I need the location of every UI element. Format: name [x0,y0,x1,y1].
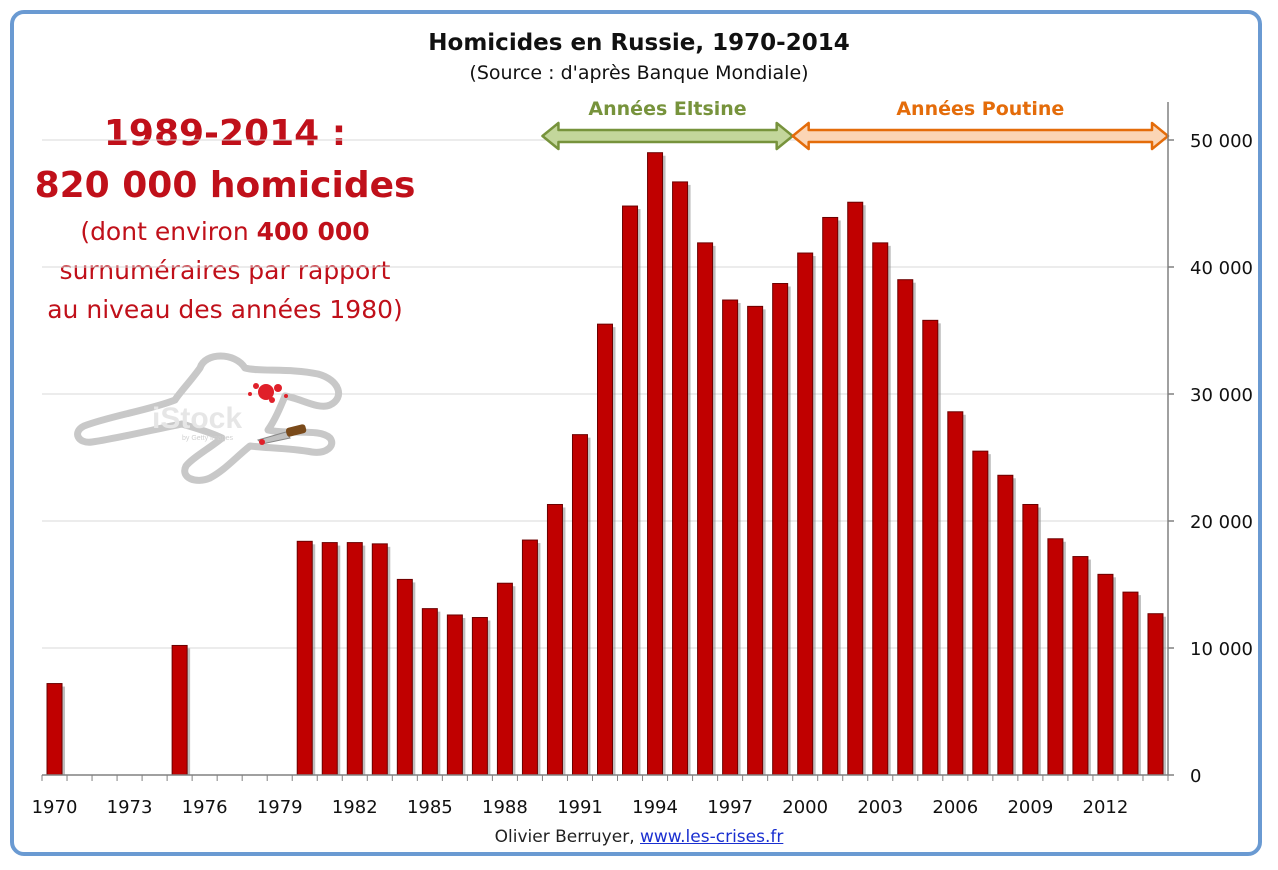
x-tick-label: 1973 [107,797,153,818]
x-tick-label: 1997 [707,797,753,818]
bar [672,181,689,776]
period-label: Années Poutine [896,98,1064,120]
bar [421,608,438,776]
bar [597,323,613,776]
period-arrow [791,121,1170,151]
x-tick-label: 1994 [632,797,678,818]
bar [471,617,488,776]
bar [797,252,814,776]
bar [822,216,839,776]
bar [747,305,764,776]
bar [922,319,939,776]
bar [321,542,338,776]
y-tick-label: 50 000 [1190,131,1253,152]
bar [897,279,914,776]
blood-splatter-icon [248,383,288,403]
bar [1097,573,1114,776]
bar [647,152,664,776]
bar [972,450,989,776]
x-tick-label: 1991 [557,797,603,818]
x-tick-label: 2000 [782,797,828,818]
x-tick-label: 1970 [32,797,78,818]
period-arrow [541,121,794,151]
bar [1122,591,1139,776]
bar [1147,613,1164,776]
bar [546,503,563,776]
bar [46,683,63,776]
annotation-detail-1: (dont environ 400 000 [20,212,430,251]
bar [296,540,313,776]
bar [697,242,714,776]
watermark-subtext: by Getty Images [182,435,233,442]
x-tick-label: 2003 [857,797,903,818]
bar [847,201,864,776]
bar [571,434,588,776]
bar [1072,556,1089,776]
footer-credit: Olivier Berruyer, www.les-crises.fr [0,827,1278,847]
bar [396,578,413,776]
bar [1022,503,1039,776]
x-tick-label: 1982 [332,797,378,818]
axes [41,102,1174,781]
knife-icon [257,424,307,445]
bar [622,205,639,776]
y-tick-label: 30 000 [1190,385,1253,406]
bar [346,542,363,776]
annotation-total: 820 000 homicides [34,165,416,206]
x-tick-label: 1979 [257,797,303,818]
bar [1047,538,1064,776]
x-tick-label: 1976 [182,797,228,818]
watermark-text: iStock [152,402,242,435]
annotation-detail-bold: 400 000 [256,217,370,246]
bar [171,644,188,776]
x-tick-label: 1985 [407,797,453,818]
bar [872,242,889,776]
x-tick-labels: 1970 1973 1976 1979 1982 1985 1988 1991 1994 1997… [32,797,1129,818]
x-tick-label: 2012 [1083,797,1129,818]
bars [46,152,1166,776]
bar [997,474,1014,776]
bar [521,539,538,776]
bar [772,283,789,776]
y-tick-label: 40 000 [1190,258,1253,279]
annotation-period: 1989-2014 : [103,113,347,154]
bar [371,543,388,776]
x-tick-label: 2006 [932,797,978,818]
annotation-detail-prefix: (dont environ [80,217,257,246]
bar [722,299,739,776]
chalk-outline-body-icon [74,352,343,484]
x-tick-label: 1988 [482,797,528,818]
annotation-detail-2: surnuméraires par rapport [59,256,391,285]
bar [446,614,463,776]
y-tick-labels: 0 10 000 20 000 30 000 40 000 50 000 [1190,131,1253,787]
y-tick-label: 20 000 [1190,512,1253,533]
period-label: Années Eltsine [588,98,746,120]
annotation-block: 1989-2014 : 820 000 homicides (dont envi… [20,108,430,329]
x-tick-label: 2009 [1007,797,1053,818]
footer-author: Olivier Berruyer, [494,827,640,847]
chart-title: Homicides en Russie, 1970-2014 [428,30,850,56]
bar [496,582,513,776]
annotation-detail-3: au niveau des années 1980) [47,295,403,324]
y-tick-label: 10 000 [1190,639,1253,660]
bar [947,411,964,776]
footer-link[interactable]: www.les-crises.fr [640,827,784,847]
period-arrows: Années Eltsine Années Poutine [541,98,1170,151]
chart-subtitle: (Source : d'après Banque Mondiale) [469,62,809,84]
y-tick-label: 0 [1190,766,1201,787]
chalk-outline-illustration: iStock by Getty Images [74,352,343,484]
